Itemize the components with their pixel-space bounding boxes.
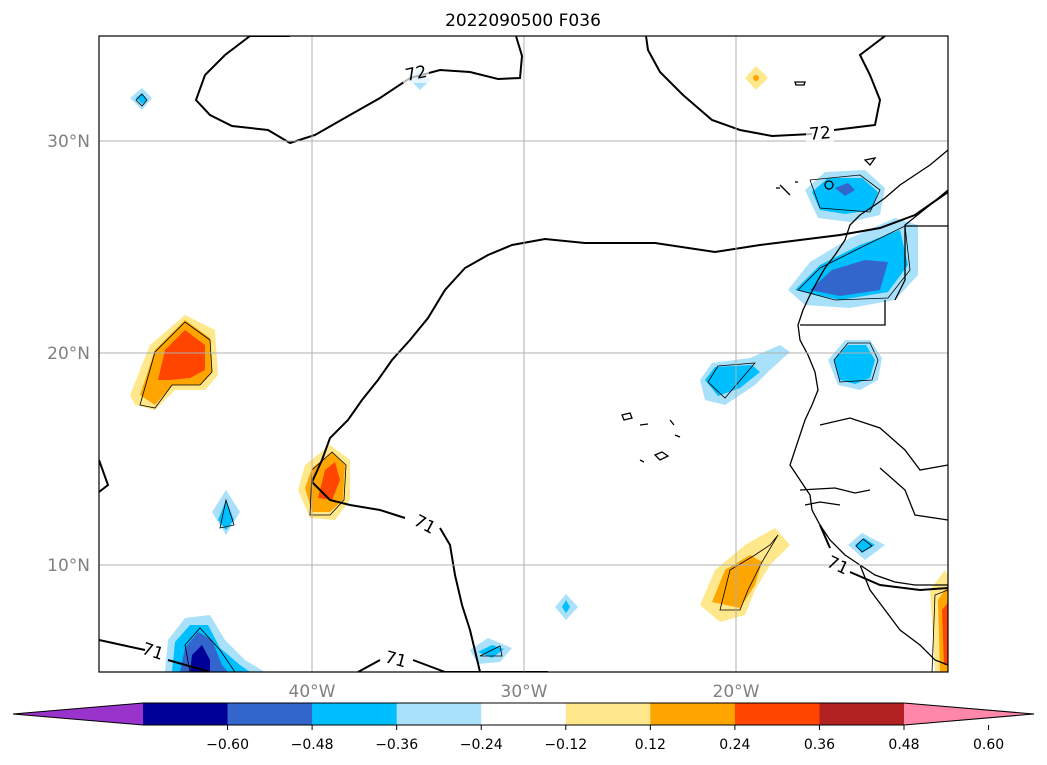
colorbar-segment bbox=[227, 703, 313, 725]
lon-label-30w: 30°W bbox=[501, 682, 548, 702]
map-panel: 72 72 71 71 71 71 bbox=[98, 35, 949, 673]
colorbar-tick-label: −0.12 bbox=[544, 737, 587, 753]
contour-label-72-a: 72 bbox=[404, 62, 429, 86]
longitude-labels: 40°W 30°W 20°W bbox=[289, 682, 760, 702]
colorbar-segment bbox=[143, 703, 229, 725]
colorbar-tick-label: −0.60 bbox=[206, 737, 249, 753]
geopotential-contours bbox=[99, 36, 948, 672]
colorbar-segment bbox=[650, 703, 736, 725]
lat-label-10n: 10°N bbox=[47, 556, 90, 576]
lon-label-20w: 20°W bbox=[713, 682, 760, 702]
contour-label-72-b: 72 bbox=[808, 123, 831, 145]
lat-label-30n: 30°N bbox=[47, 132, 90, 152]
colorbar-extend-low bbox=[13, 703, 143, 725]
colorbar: −0.60 −0.48 −0.36 −0.24 −0.12 0.12 0.24 0.36 0.4… bbox=[12, 702, 1035, 753]
colorbar-segment bbox=[312, 703, 398, 725]
figure-title: 2022090500 F036 bbox=[445, 11, 601, 31]
coastline-layer bbox=[621, 81, 948, 666]
colorbar-segment bbox=[819, 703, 905, 725]
lon-label-40w: 40°W bbox=[289, 682, 336, 702]
latitude-labels: 30°N 20°N 10°N bbox=[47, 132, 90, 576]
colorbar-tick-label: −0.36 bbox=[375, 737, 418, 753]
colorbar-tick-label: 0.60 bbox=[973, 737, 1004, 753]
colorbar-tick-label: 0.48 bbox=[888, 737, 919, 753]
colorbar-tick-label: 0.24 bbox=[719, 737, 750, 753]
colorbar-tick-label: 0.36 bbox=[804, 737, 835, 753]
colorbar-segment bbox=[396, 703, 482, 725]
colorbar-outline bbox=[12, 702, 1035, 726]
colorbar-tick-label: 0.12 bbox=[635, 737, 666, 753]
colorbar-tick-label: −0.48 bbox=[291, 737, 334, 753]
colorbar-segment bbox=[734, 703, 820, 725]
lat-label-20n: 20°N bbox=[47, 344, 90, 364]
colorbar-segment bbox=[481, 703, 567, 725]
colorbar-tick-label: −0.24 bbox=[460, 737, 503, 753]
anomaly-outline-layer bbox=[135, 93, 948, 672]
colorbar-extend-high bbox=[904, 703, 1034, 725]
colorbar-segment bbox=[565, 703, 651, 725]
